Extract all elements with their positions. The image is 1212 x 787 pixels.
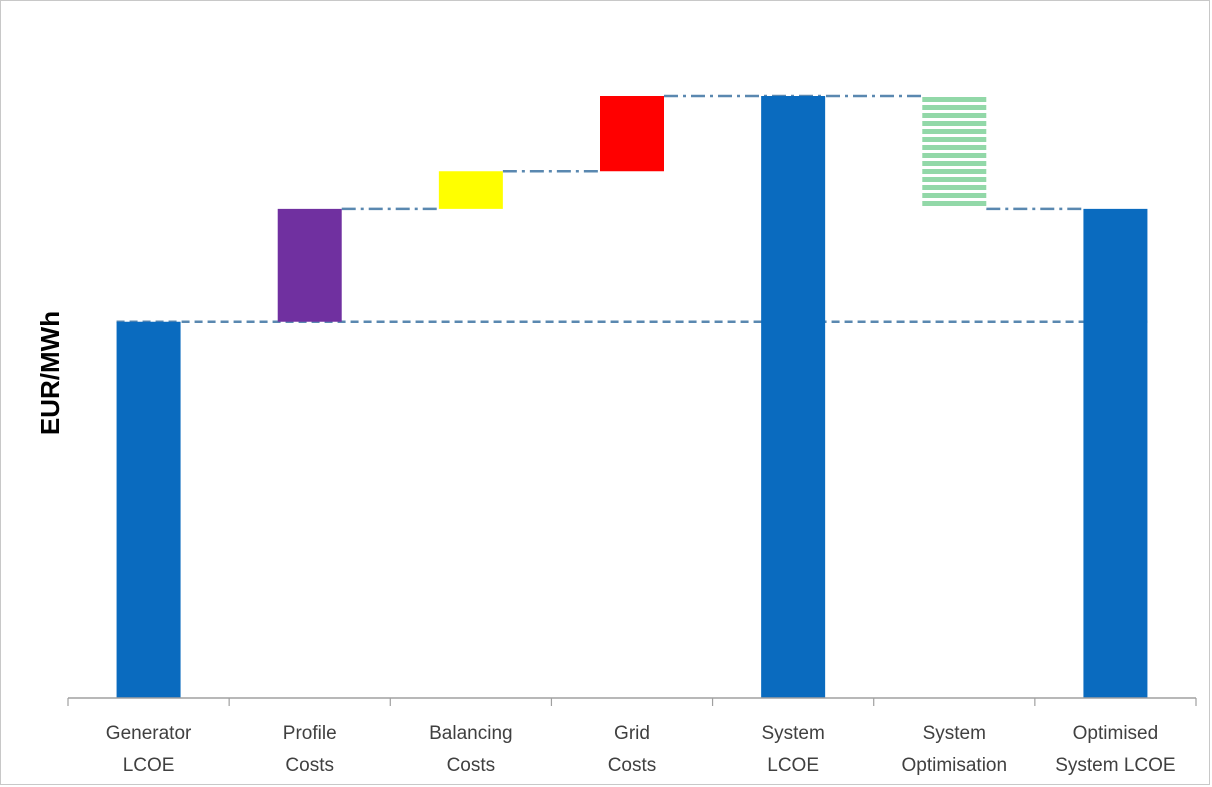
x-tick-label: Costs	[285, 755, 334, 776]
bar-system-lcoe	[761, 96, 826, 698]
x-tick-label: Balancing	[429, 723, 512, 744]
y-axis-label: EUR/MWh	[35, 311, 65, 435]
bars	[116, 96, 1148, 698]
x-tick-label: System LCOE	[1055, 755, 1175, 776]
x-tick-labels: Generator LCOE Profile Costs Balancing Costs G…	[106, 723, 1176, 776]
x-tick-label: System	[761, 723, 824, 744]
x-tick-label: LCOE	[123, 755, 175, 776]
x-tick-label: LCOE	[767, 755, 819, 776]
x-tick-label: Grid	[614, 723, 650, 744]
x-tick-label: Costs	[608, 755, 657, 776]
x-axis	[67, 697, 1197, 706]
x-tick-label: Generator	[106, 723, 192, 744]
bar-system-optimisation	[922, 96, 987, 209]
bar-profile-costs	[277, 208, 342, 322]
x-tick-label: Optimisation	[901, 755, 1007, 776]
x-tick-label: System	[923, 723, 986, 744]
x-tick-label: Costs	[447, 755, 496, 776]
bar-generator-lcoe	[116, 321, 181, 698]
x-tick-label: Profile	[283, 723, 337, 744]
bar-balancing-costs	[438, 171, 503, 209]
bar-optimised-system-lcoe	[1083, 208, 1148, 698]
x-tick-label: Optimised	[1073, 723, 1159, 744]
bar-grid-costs	[600, 96, 664, 172]
